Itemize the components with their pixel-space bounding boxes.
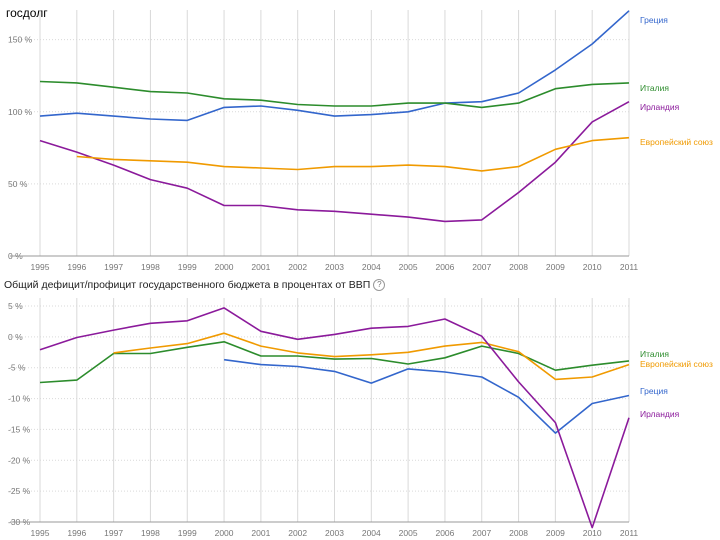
x-tick-label: 2005	[399, 528, 418, 538]
x-tick-label: 1996	[67, 528, 86, 538]
y-tick-label: 150 %	[8, 35, 33, 45]
legend-label-1: Греция	[640, 15, 668, 25]
x-tick-label: 2001	[251, 262, 270, 272]
y-tick-label: 0 %	[8, 332, 23, 342]
series-line-4	[39, 307, 630, 529]
x-tick-label: 1999	[178, 262, 197, 272]
x-tick-label: 2008	[509, 262, 528, 272]
x-tick-label: 2011	[620, 528, 639, 538]
legend-label-4: Европейский союз	[640, 137, 713, 147]
x-tick-label: 1995	[31, 528, 50, 538]
info-icon[interactable]: ?	[373, 279, 386, 292]
x-tick-label: 2008	[509, 528, 528, 538]
series-line-3	[39, 100, 630, 223]
deficit-chart: 1995 1996 1997 1998 1999 2000 2001 2002 2003 2004…	[8, 298, 713, 538]
page-title: госдолг	[6, 6, 48, 20]
y-tick-label: 5 %	[8, 301, 23, 311]
legend-label-2: Италия	[640, 83, 669, 93]
x-tick-label: 2011	[620, 262, 639, 272]
x-tick-label: 2006	[435, 262, 454, 272]
chart2-title-text: Общий дефицит/профицит государственного …	[4, 279, 371, 291]
legend-label-2: Европейский союз	[640, 359, 713, 369]
x-tick-label: 1999	[178, 528, 197, 538]
series-line-4	[76, 136, 630, 172]
x-tick-label: 2003	[325, 262, 344, 272]
debt-chart: 1995 1996 1997 1998 1999 2000 2001 2002 2003 2004…	[8, 10, 713, 272]
x-tick-label: 1998	[141, 262, 160, 272]
y-tick-label: -10 %	[8, 394, 31, 404]
x-tick-label: 2009	[546, 528, 565, 538]
x-tick-label: 1996	[67, 262, 86, 272]
y-tick-label: 50 %	[8, 179, 28, 189]
series-line-1	[39, 10, 630, 122]
y-tick-label: -25 %	[8, 486, 31, 496]
legend-label-3: Греция	[640, 386, 668, 396]
x-tick-label: 1997	[104, 528, 123, 538]
x-tick-label: 2006	[435, 528, 454, 538]
legend-label-3: Ирландия	[640, 102, 680, 112]
x-tick-label: 2000	[215, 262, 234, 272]
x-tick-label: 2010	[583, 528, 602, 538]
x-tick-label: 2007	[472, 262, 491, 272]
x-tick-label: 2009	[546, 262, 565, 272]
x-tick-label: 2003	[325, 528, 344, 538]
series-line-3	[223, 358, 630, 434]
x-tick-label: 2010	[583, 262, 602, 272]
chart2-title: Общий дефицит/профицит государственного …	[4, 279, 386, 292]
x-tick-label: 2004	[362, 262, 381, 272]
y-tick-label: -5 %	[8, 363, 26, 373]
series-line-2	[39, 80, 630, 109]
x-tick-label: 2005	[399, 262, 418, 272]
y-tick-label: -15 %	[8, 424, 31, 434]
x-tick-label: 2001	[251, 528, 270, 538]
x-tick-label: 2002	[288, 262, 307, 272]
x-tick-label: 2000	[215, 528, 234, 538]
x-tick-label: 1997	[104, 262, 123, 272]
x-tick-label: 2002	[288, 528, 307, 538]
series-line-1	[39, 341, 630, 384]
x-tick-label: 2007	[472, 528, 491, 538]
series-line-2	[113, 332, 630, 381]
x-tick-label: 2004	[362, 528, 381, 538]
y-tick-label: -20 %	[8, 455, 31, 465]
legend-label-1: Италия	[640, 349, 669, 359]
y-tick-label: 100 %	[8, 107, 33, 117]
x-tick-label: 1995	[31, 262, 50, 272]
legend-label-4: Ирландия	[640, 409, 680, 419]
x-tick-label: 1998	[141, 528, 160, 538]
